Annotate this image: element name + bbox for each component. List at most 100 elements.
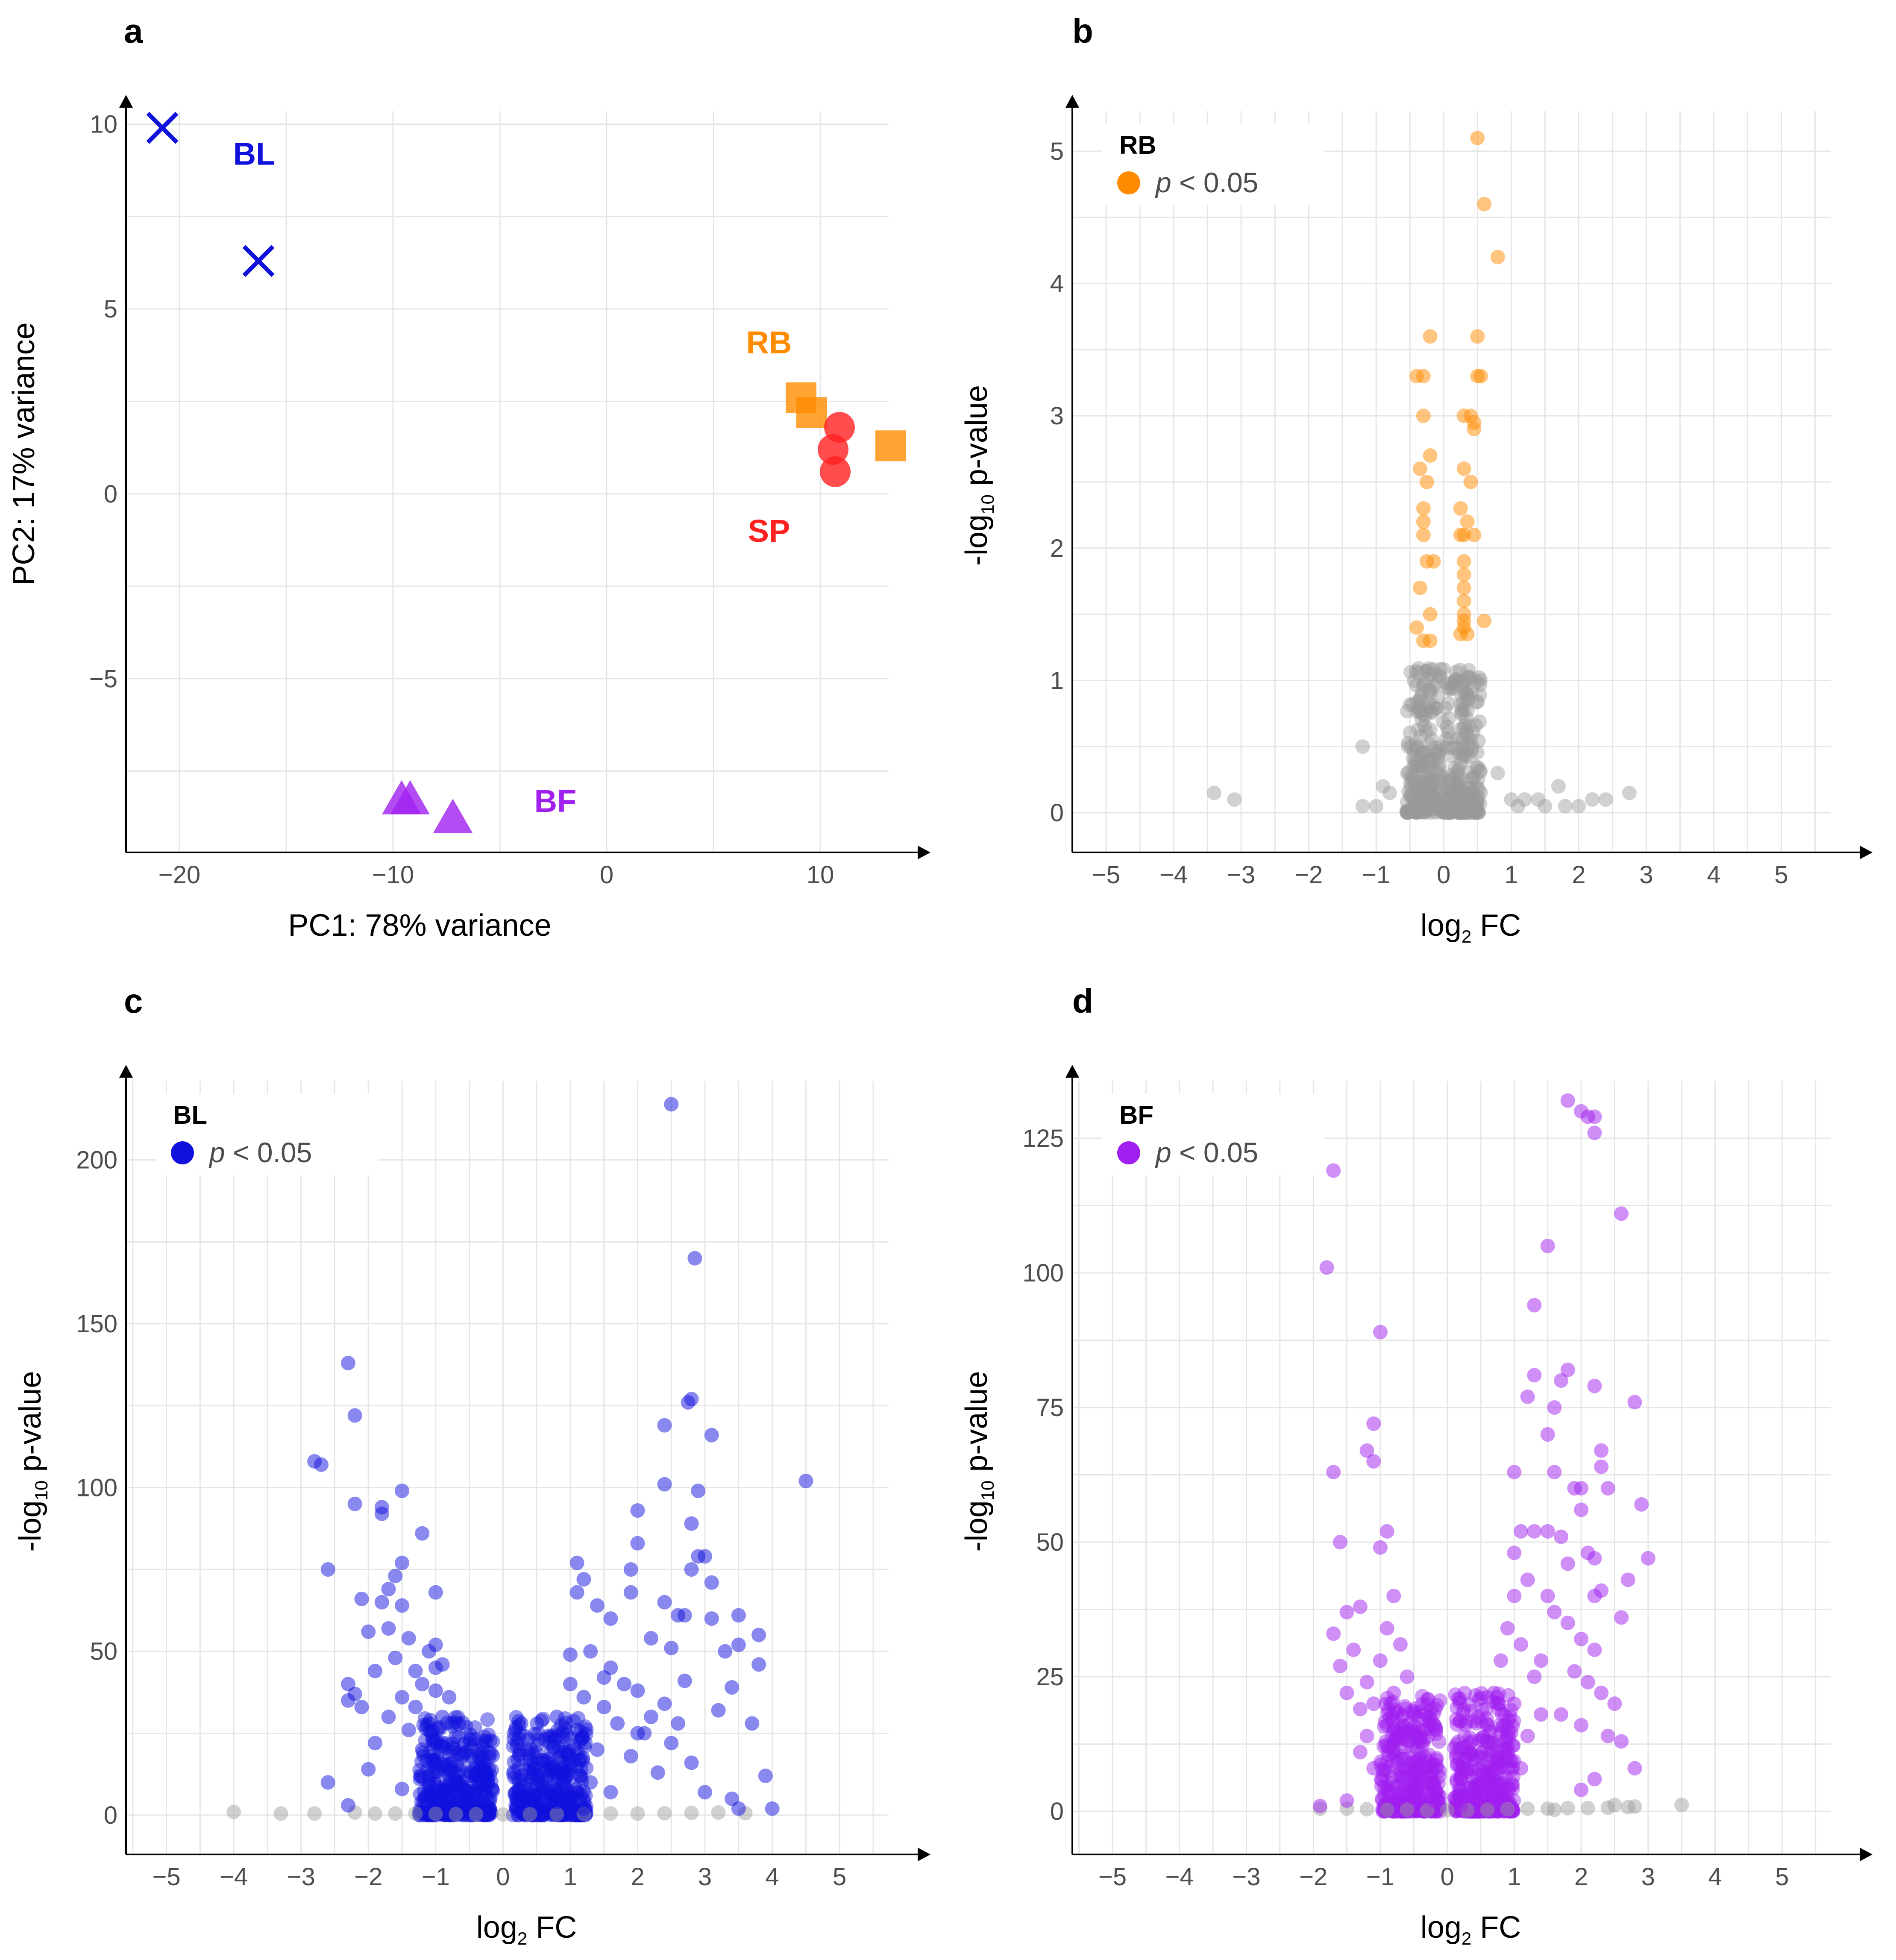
panel-d-point-background [1470,1798,1485,1813]
panel-b-point-background [1450,787,1465,802]
panel-d-point-significant [1366,1416,1381,1431]
panel-c-point-background [480,1774,495,1789]
panel-c-point-significant [395,1555,410,1570]
panel-d-point-background [1426,1706,1441,1721]
panel-d-point-significant [1514,1637,1529,1652]
panel-d-point-background [1428,1701,1443,1716]
panel-d-point-background [1448,1750,1463,1765]
panel-d-point-significant [1507,1589,1522,1604]
panel-b-point-background [1454,802,1469,817]
panel-d-point-significant [1587,1643,1602,1657]
panel-d-point-background [1492,1793,1507,1808]
panel-b-point-background [1409,805,1423,820]
panel-c-point-background [562,1795,577,1810]
panel-c-y-tick-label: 50 [90,1638,117,1666]
panel-d-point-significant [1554,1373,1569,1388]
panel-d-point-background [1481,1804,1496,1819]
panel-c-point-background [439,1798,454,1813]
panel-d-point-background [1456,1760,1470,1775]
panel-b-point-background [1405,774,1420,789]
panel-d-point-background [1428,1723,1443,1738]
panel-c-x-tick-label: 3 [698,1863,712,1891]
panel-d-point-background [1490,1754,1505,1769]
panel-c-point-significant [422,1716,437,1731]
panel-b-point-background [1439,676,1454,691]
panel-d-point-background [1432,1734,1447,1749]
panel-b-point-background [1444,676,1459,691]
panel-c-point-significant [704,1575,719,1590]
panel-b-point-background [1441,788,1456,802]
panel-c-point-background [427,1796,442,1811]
panel-d-point-background [1467,1804,1482,1819]
panel-b-point-background [1413,788,1428,803]
panel-c-point-significant [428,1585,443,1600]
panel-c-point-significant [691,1484,706,1498]
panel-c-point-significant [435,1710,450,1724]
panel-d-point-background [1387,1733,1402,1748]
panel-c-point-significant [415,1526,430,1541]
panel-b-point-background [1454,741,1469,756]
panel-c-point-background [431,1802,446,1817]
panel-b-point-background [1441,681,1456,696]
panel-b-point-background [1417,746,1432,761]
panel-c-point-nonsignificant [408,1806,423,1821]
panel-b-point-background [1425,802,1440,817]
panel-b-point-background [1410,694,1425,709]
panel-b-point-background [1403,788,1418,803]
panel-b-point-significant [1456,594,1471,608]
panel-b-point-background [1403,697,1418,712]
panel-b-point-background [1428,740,1443,755]
panel-c-x-tick-label: 0 [496,1863,510,1891]
panel-b-point-background [1457,718,1472,733]
panel-c-point-significant [671,1716,686,1731]
panel-b-point-background [1422,767,1437,782]
panel-b-point-background [1419,663,1434,678]
panel-d-y-tick-label: 100 [1022,1259,1064,1287]
panel-c-point-background [435,1807,450,1822]
panel-d-point-background [1449,1746,1464,1761]
panel-c-point-nonsignificant [603,1806,618,1821]
panel-d-point-background [1475,1730,1490,1745]
panel-d-point-significant [1560,1556,1575,1571]
panel-d-point-significant [1420,1777,1435,1792]
panel-b-point-background [1451,805,1466,820]
panel-d-point-background [1418,1706,1433,1721]
panel-c-point-significant [536,1798,551,1813]
panel-c-point-significant [381,1710,396,1724]
panel-c-point-background [467,1732,482,1747]
panel-d-point-background [1375,1791,1390,1806]
panel-c-point-significant [657,1477,672,1492]
panel-d-point-background [1489,1804,1504,1819]
panel-b-point-background [1467,799,1482,814]
panel-d-point-background [1459,1739,1474,1754]
panel-c-point-background [579,1760,594,1775]
panel-c-point-background [564,1807,579,1822]
pca-point-bf [433,799,473,833]
panel-d-point-background [1476,1804,1491,1819]
panel-b-point-background [1454,688,1469,703]
panel-c-point-background [525,1754,540,1769]
panel-d-point-significant [1627,1761,1642,1776]
panel-d-point-significant [1480,1718,1495,1733]
panel-b-point-background [1422,752,1437,767]
panel-d-point-background [1460,1744,1475,1759]
panel-c-point-significant [549,1710,564,1724]
panel-b-point-background [1462,796,1477,811]
panel-b-point-background [1455,782,1470,797]
panel-b-point-background [1424,732,1439,747]
panel-b-x-tick-label: 4 [1707,861,1720,889]
panel-c-point-background [438,1784,453,1798]
panel-d-point-significant [1366,1761,1381,1776]
panel-d-point-background [1451,1734,1466,1749]
panel-b-point-background [1430,751,1445,766]
panel-b-point-background [1424,805,1439,820]
panel-c-point-significant [610,1716,625,1731]
panel-b-point-background [1426,698,1441,713]
panel-b-point-background [1419,724,1434,739]
panel-d-point-significant [1494,1653,1509,1668]
panel-c-point-significant [455,1749,470,1763]
panel-d-point-background [1476,1803,1491,1818]
panel-c-point-background [477,1765,492,1780]
panel-b-point-background [1405,697,1420,712]
